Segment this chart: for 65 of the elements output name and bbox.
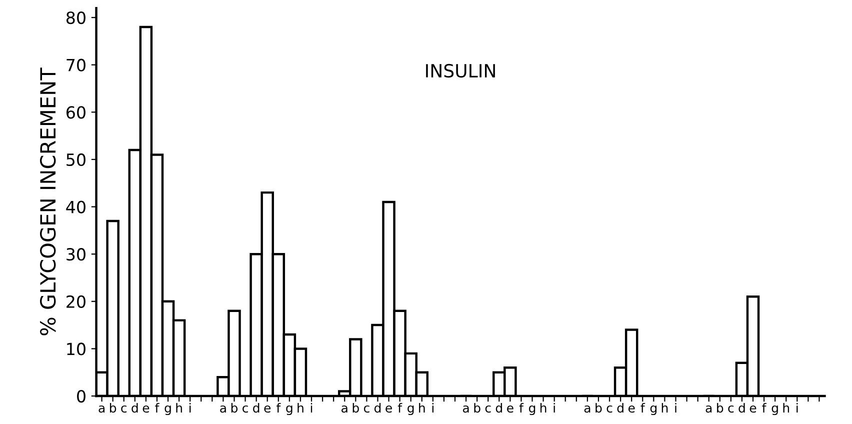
x-tick-label: b: [474, 402, 480, 413]
y-tick-label: 10: [67, 342, 86, 356]
x-tick-label: a: [342, 405, 348, 413]
x-tick-label: f: [519, 402, 524, 412]
x-tick-label: a: [220, 405, 226, 413]
x-tick-label: f: [398, 402, 402, 412]
y-axis-title: % GLYCOGEN INCREMENT: [40, 68, 56, 336]
x-tick-label: d: [253, 402, 260, 413]
x-tick-label: h: [298, 402, 304, 412]
x-tick-label: c: [728, 405, 734, 413]
x-tick-label: e: [142, 405, 150, 413]
x-tick-label: e: [507, 405, 514, 413]
y-tick-label: 70: [66, 58, 86, 72]
x-tick-label: g: [164, 405, 171, 416]
x-tick-label: b: [596, 402, 602, 413]
x-tick-label: c: [485, 405, 491, 413]
y-tick-label: 50: [66, 153, 86, 166]
x-tick-label: h: [662, 402, 668, 412]
y-tick-label: 40: [66, 200, 86, 214]
x-tick-label: g: [286, 405, 292, 416]
x-tick-label: a: [98, 405, 104, 413]
x-tick-label: g: [408, 405, 414, 416]
x-tick-label: d: [374, 402, 381, 413]
x-tick-label: a: [584, 405, 590, 413]
x-tick-label: d: [617, 402, 624, 413]
y-tick-label: 60: [66, 106, 86, 119]
x-tick-label: e: [386, 405, 392, 413]
x-tick-label: c: [242, 405, 248, 413]
x-tick-label: d: [496, 402, 502, 413]
x-tick-label: i: [310, 402, 312, 412]
x-tick-label: f: [762, 402, 766, 412]
x-tick-label: a: [462, 405, 469, 413]
x-tick-label: h: [419, 402, 425, 412]
x-tick-label: g: [772, 405, 778, 416]
x-tick-label: i: [432, 402, 434, 412]
x-tick-label: d: [132, 402, 138, 413]
x-tick-label: h: [540, 402, 546, 412]
x-tick-label: h: [176, 402, 182, 412]
x-tick-label: a: [706, 405, 712, 413]
x-tick-label: f: [276, 402, 281, 412]
x-tick-label: i: [675, 402, 676, 412]
y-tick-label: 0: [77, 390, 86, 403]
x-tick-label: g: [650, 405, 656, 416]
x-tick-label: i: [554, 402, 555, 412]
x-tick-label: f: [155, 402, 160, 412]
x-tick-label: c: [606, 405, 612, 413]
x-tick-label: d: [738, 402, 745, 413]
x-tick-label: b: [717, 402, 724, 413]
x-tick-label: b: [352, 402, 359, 413]
x-tick-label: f: [640, 402, 646, 412]
x-tick-label: e: [264, 405, 271, 413]
x-tick-label: h: [783, 402, 790, 412]
x-tick-label: b: [110, 402, 116, 413]
y-tick-label: 30: [66, 248, 86, 261]
y-tick-label: 80: [66, 11, 86, 24]
x-tick-label: c: [121, 405, 127, 413]
x-tick-label: b: [231, 402, 238, 413]
x-tick-label: c: [364, 405, 370, 413]
x-tick-label: e: [628, 405, 635, 413]
text: INSULIN: [426, 64, 495, 78]
x-tick-label: g: [528, 405, 536, 416]
y-tick-label: 20: [66, 295, 86, 308]
x-tick-label: i: [190, 402, 191, 412]
x-tick-label: e: [750, 405, 756, 413]
x-tick-label: i: [796, 402, 798, 412]
